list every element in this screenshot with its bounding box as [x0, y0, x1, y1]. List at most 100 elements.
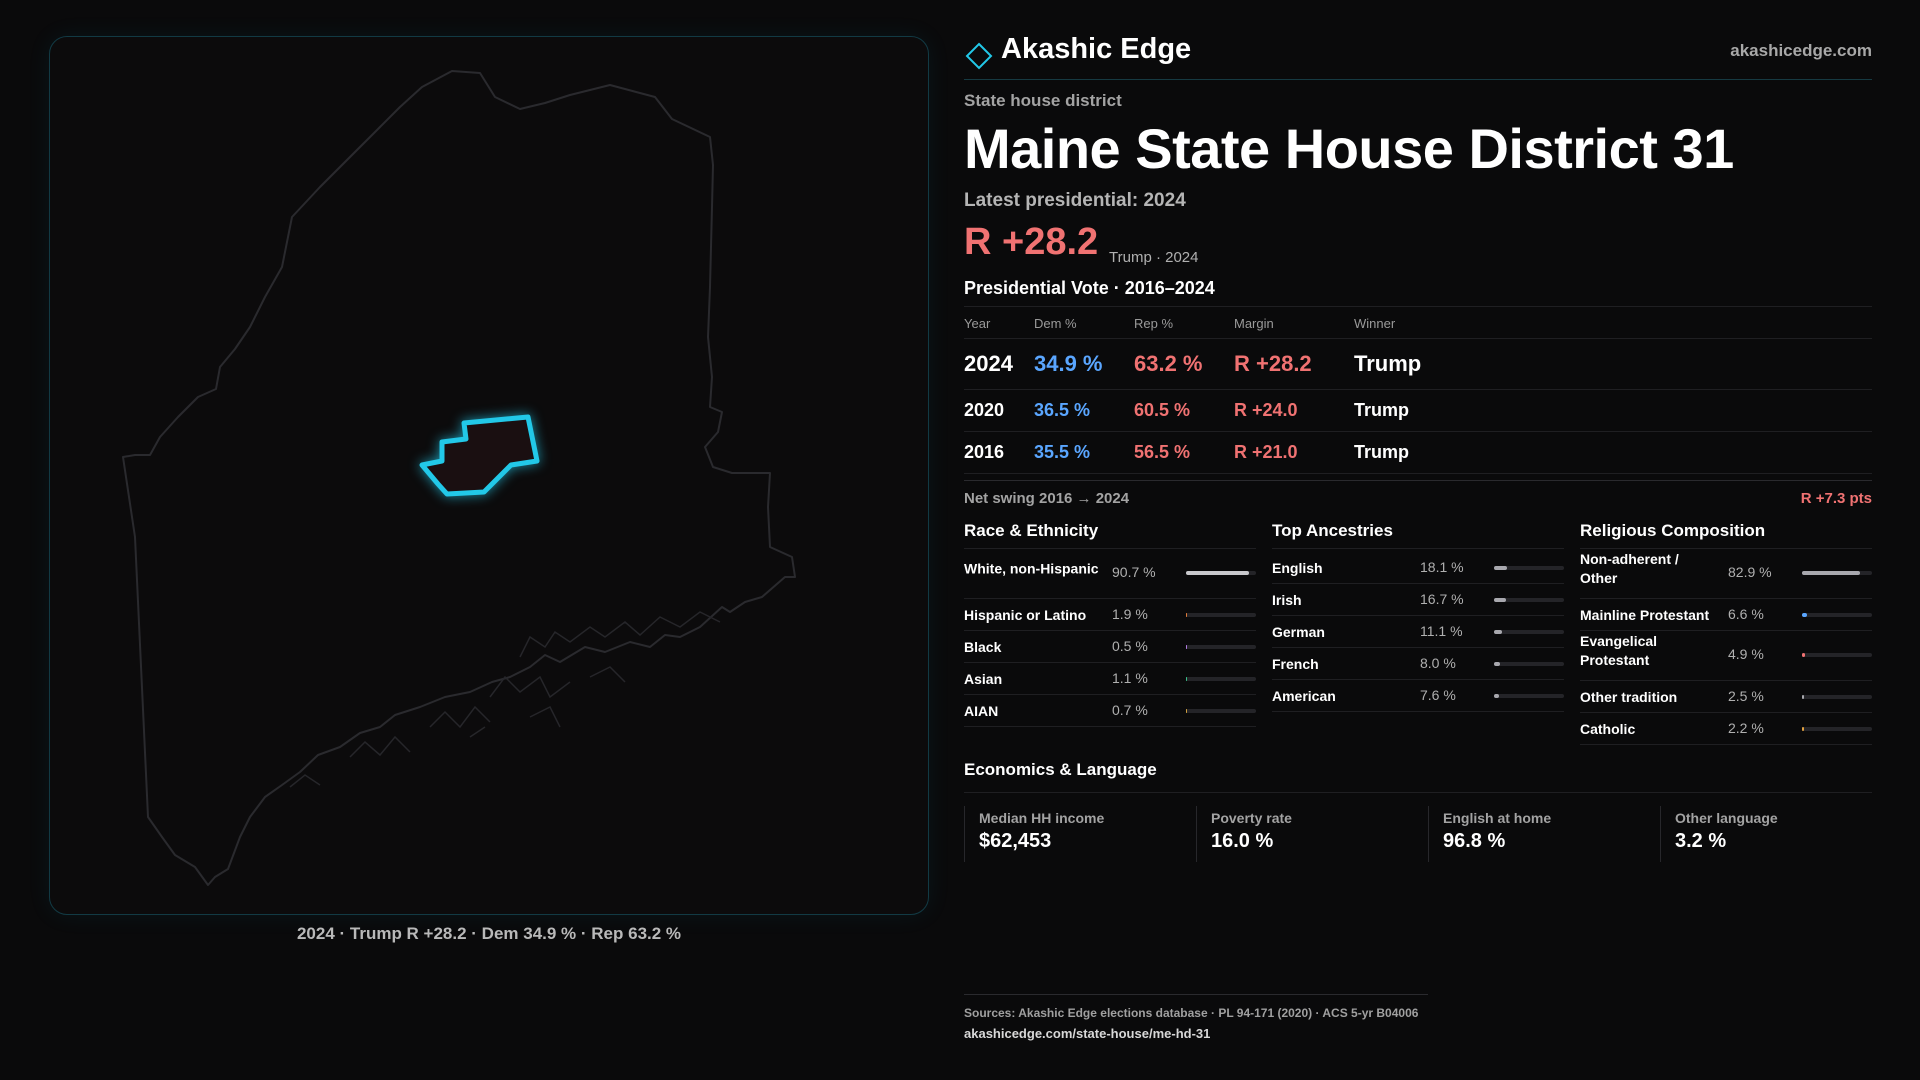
stat-other-language: Other language 3.2 % — [1660, 806, 1872, 862]
stat-label: Poverty rate — [1211, 810, 1292, 826]
table-row: 2016 35.5 % 56.5 % R +21.0 Trump — [964, 432, 1872, 474]
item-bar-fill — [1186, 645, 1188, 649]
item-bar-fill — [1494, 598, 1506, 602]
brand-url-link[interactable]: akashicedge.com — [1730, 41, 1872, 60]
list-item: Catholic 2.2 % — [1580, 713, 1872, 745]
stat-median-income: Median HH income $62,453 — [964, 806, 1196, 862]
list-item: Mainline Protestant 6.6 % — [1580, 599, 1872, 631]
list-item: German 11.1 % — [1272, 616, 1564, 648]
item-pct: 0.5 % — [1112, 638, 1148, 654]
district-type: State house district — [964, 91, 1122, 110]
item-bar — [1802, 695, 1872, 699]
religion-section: Religious Composition Non-adherent / Oth… — [1580, 518, 1872, 745]
item-pct: 2.5 % — [1728, 688, 1764, 704]
row-dem: 34.9 % — [1034, 351, 1103, 376]
headline-margin: R +28.2 — [964, 221, 1099, 263]
item-bar-fill — [1186, 677, 1188, 681]
item-label: Evangelical Protestant — [1580, 633, 1658, 669]
item-pct: 8.0 % — [1420, 655, 1456, 671]
item-label: Other tradition — [1580, 689, 1678, 705]
map-panel[interactable] — [49, 36, 929, 915]
state-map[interactable] — [50, 37, 929, 915]
item-bar-fill — [1802, 727, 1804, 731]
item-pct: 2.2 % — [1728, 720, 1764, 736]
item-bar — [1186, 645, 1256, 649]
item-bar-fill — [1186, 571, 1250, 575]
item-bar — [1186, 613, 1256, 617]
item-pct: 11.1 % — [1420, 623, 1463, 639]
item-bar-fill — [1186, 709, 1188, 713]
item-pct: 16.7 % — [1420, 591, 1464, 607]
row-margin: R +24.0 — [1234, 400, 1298, 420]
list-item: American 7.6 % — [1272, 680, 1564, 712]
item-bar — [1186, 677, 1256, 681]
item-pct: 6.6 % — [1728, 606, 1764, 622]
ancestries-section: Top Ancestries English 18.1 % Irish 16.7… — [1272, 518, 1564, 712]
item-bar-fill — [1494, 566, 1507, 570]
item-bar — [1494, 694, 1564, 698]
economics-row: Median HH income $62,453 Poverty rate 16… — [964, 806, 1872, 862]
item-label: Mainline Protestant — [1580, 607, 1710, 623]
item-label: Black — [964, 639, 1002, 655]
list-item: French 8.0 % — [1272, 648, 1564, 680]
footer-permalink[interactable]: akashicedge.com/state-house/me-hd-31 — [964, 1026, 1211, 1041]
row-rep: 56.5 % — [1134, 442, 1191, 462]
list-item: Black 0.5 % — [964, 631, 1256, 663]
item-bar — [1494, 662, 1564, 666]
item-bar — [1186, 709, 1256, 713]
table-header: Year Dem % Rep % Margin Winner — [964, 307, 1872, 339]
footer-sources: Sources: Akashic Edge elections database… — [964, 1006, 1419, 1020]
item-pct: 18.1 % — [1420, 559, 1464, 575]
item-pct: 0.7 % — [1112, 702, 1148, 718]
presidential-vote-table: Year Dem % Rep % Margin Winner 2024 34.9… — [964, 306, 1872, 474]
row-year: 2016 — [964, 442, 1005, 462]
page-title: Maine State House District 31 — [964, 117, 1734, 180]
row-year: 2020 — [964, 400, 1005, 420]
item-bar — [1802, 571, 1872, 575]
item-bar — [1186, 571, 1256, 575]
item-label: Hispanic or Latino — [964, 607, 1087, 623]
row-rep: 60.5 % — [1134, 400, 1191, 420]
item-pct: 7.6 % — [1420, 687, 1456, 703]
row-winner: Trump — [1354, 442, 1410, 462]
presidential-vote-title: Presidential Vote · 2016–2024 — [964, 278, 1215, 298]
religion-title: Religious Composition — [1580, 518, 1872, 549]
item-bar — [1494, 566, 1564, 570]
district-31-highlight[interactable] — [419, 414, 540, 497]
stat-value: 3.2 % — [1675, 830, 1727, 852]
row-winner: Trump — [1354, 400, 1410, 420]
item-label: American — [1272, 688, 1336, 704]
item-bar-fill — [1494, 662, 1500, 666]
footer-divider — [964, 994, 1428, 995]
list-item: White, non-Hispanic 90.7 % — [964, 549, 1256, 599]
brand-header: Akashic Edge akashicedge.com — [964, 30, 1872, 80]
list-item: English 18.1 % — [1272, 552, 1564, 584]
row-rep: 63.2 % — [1134, 351, 1203, 376]
ancestry-title: Top Ancestries — [1272, 518, 1564, 549]
item-label: Catholic — [1580, 721, 1636, 737]
stat-english-home: English at home 96.8 % — [1428, 806, 1660, 862]
stat-value: 16.0 % — [1211, 830, 1274, 852]
item-label: Asian — [964, 671, 1003, 687]
row-winner: Trump — [1354, 351, 1422, 376]
race-title: Race & Ethnicity — [964, 518, 1256, 549]
item-pct: 1.1 % — [1112, 670, 1148, 686]
item-label: AIAN — [964, 703, 999, 719]
item-bar-fill — [1494, 630, 1502, 634]
item-bar-fill — [1802, 571, 1861, 575]
list-item: Asian 1.1 % — [964, 663, 1256, 695]
item-bar — [1494, 598, 1564, 602]
stat-label: English at home — [1443, 810, 1552, 826]
coast-islands — [289, 611, 721, 788]
diamond-logo-icon — [965, 42, 993, 70]
item-label: Irish — [1272, 592, 1302, 608]
race-ethnicity-section: Race & Ethnicity White, non-Hispanic 90.… — [964, 518, 1256, 727]
stat-value: 96.8 % — [1443, 830, 1506, 852]
headline-margin-sub: Trump · 2024 — [1109, 249, 1199, 266]
row-dem: 36.5 % — [1034, 400, 1091, 420]
item-pct: 4.9 % — [1728, 646, 1764, 662]
row-year: 2024 — [964, 351, 1013, 376]
list-item: Non-adherent / Other 82.9 % — [1580, 549, 1872, 599]
item-pct: 90.7 % — [1112, 564, 1156, 580]
item-pct: 1.9 % — [1112, 606, 1148, 622]
